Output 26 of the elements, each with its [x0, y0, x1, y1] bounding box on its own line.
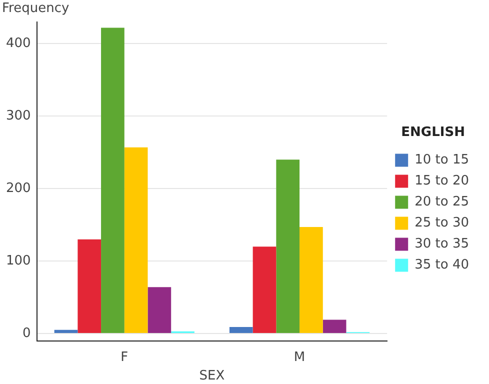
- bar: [252, 246, 276, 334]
- bar: [148, 287, 172, 334]
- y-axis-title: Frequency: [2, 0, 70, 16]
- y-tick-label: 200: [6, 181, 31, 196]
- legend-label: 30 to 35: [414, 236, 470, 252]
- y-tick-label: 100: [6, 253, 31, 268]
- legend-label: 10 to 15: [414, 152, 470, 168]
- bar: [276, 160, 300, 334]
- legend-label: 35 to 40: [414, 258, 470, 273]
- legend-label: 20 to 25: [414, 194, 470, 210]
- bar: [300, 227, 323, 334]
- x-axis-title: SEX: [199, 368, 225, 384]
- y-tick-label: 0: [22, 326, 31, 341]
- bar: [78, 239, 102, 334]
- x-tick-label: M: [294, 350, 306, 365]
- y-tick-label: 300: [6, 108, 31, 124]
- legend-title: ENGLISH: [401, 125, 465, 140]
- bar: [322, 320, 346, 334]
- legend-label: 25 to 30: [414, 216, 470, 231]
- legend-label: 15 to 20: [414, 174, 470, 189]
- bar: [229, 327, 253, 334]
- bar: [124, 147, 148, 334]
- x-tick-label: F: [120, 350, 128, 365]
- y-tick-label: 400: [6, 36, 31, 52]
- bar: [101, 28, 124, 334]
- bar: [54, 330, 78, 334]
